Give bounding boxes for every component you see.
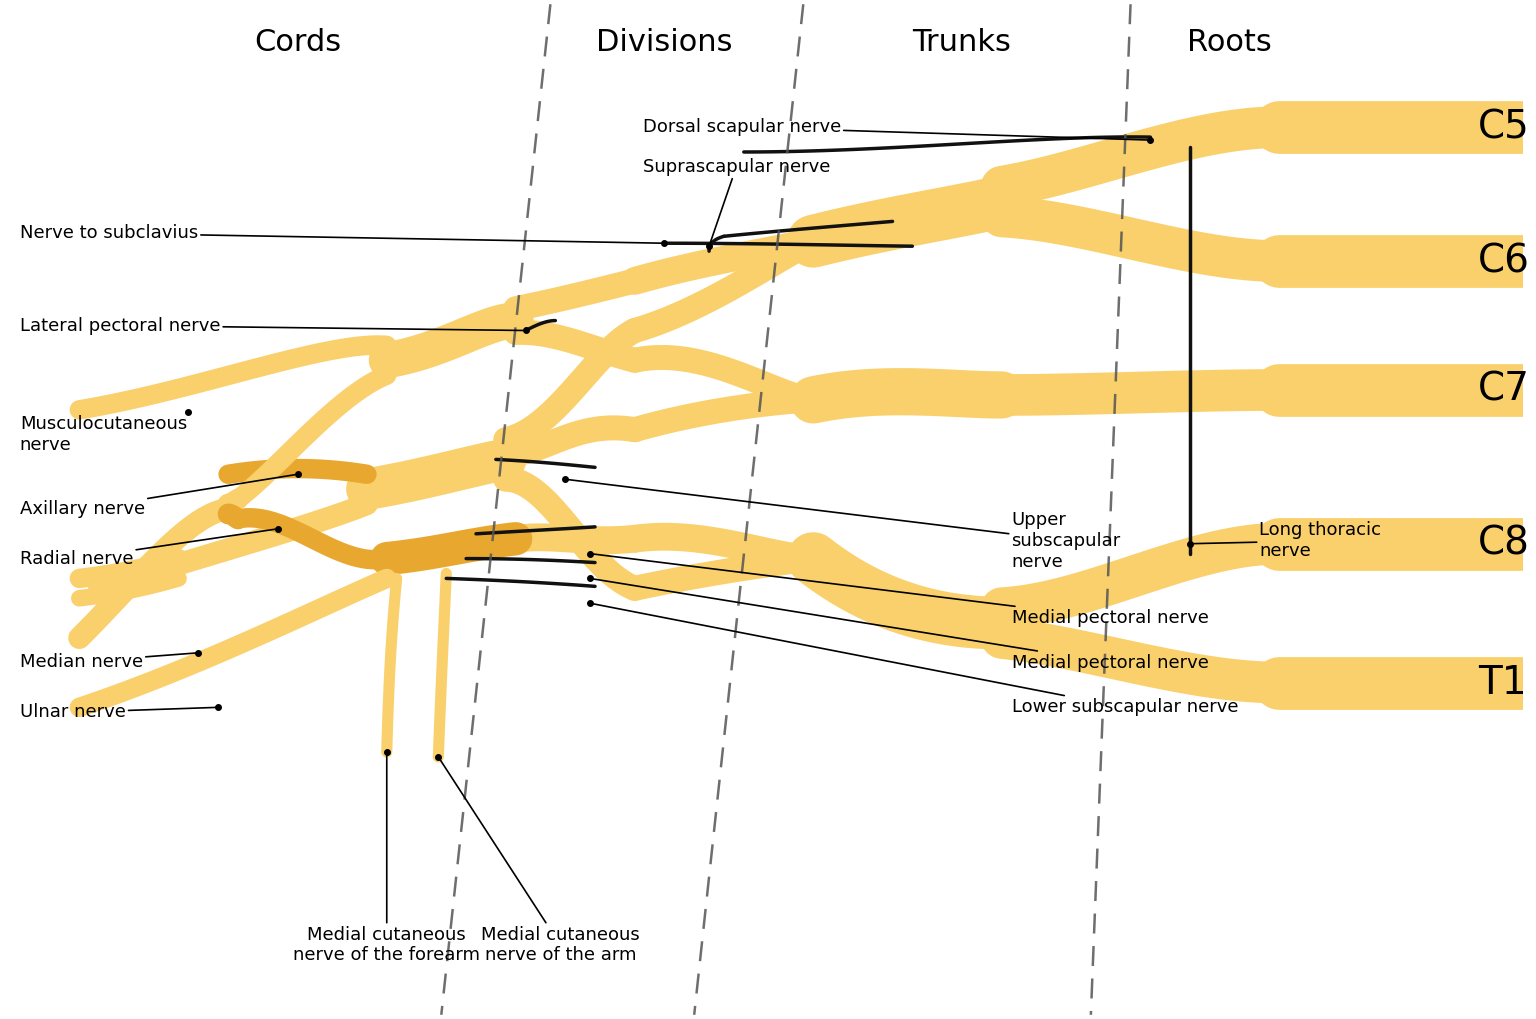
Text: Medial pectoral nerve: Medial pectoral nerve	[593, 554, 1209, 627]
Text: Cords: Cords	[253, 29, 341, 57]
Text: C8: C8	[1478, 525, 1530, 562]
Text: C6: C6	[1478, 243, 1530, 280]
Text: Medial cutaneous
nerve of the forearm: Medial cutaneous nerve of the forearm	[293, 755, 481, 964]
Text: T1: T1	[1478, 663, 1527, 701]
Text: Lateral pectoral nerve: Lateral pectoral nerve	[20, 317, 522, 334]
Text: Medial cutaneous
nerve of the arm: Medial cutaneous nerve of the arm	[439, 759, 639, 964]
Text: Suprascapular nerve: Suprascapular nerve	[642, 158, 829, 244]
Text: Dorsal scapular nerve: Dorsal scapular nerve	[642, 118, 1147, 140]
Text: Musculocutaneous
nerve: Musculocutaneous nerve	[20, 412, 189, 454]
Text: Median nerve: Median nerve	[20, 653, 195, 671]
Text: Upper
subscapular
nerve: Upper subscapular nerve	[568, 480, 1121, 571]
Text: Medial pectoral nerve: Medial pectoral nerve	[593, 579, 1209, 672]
Text: Nerve to subclavius: Nerve to subclavius	[20, 224, 662, 244]
Text: Trunks: Trunks	[912, 29, 1011, 57]
Text: Long thoracic
nerve: Long thoracic nerve	[1193, 522, 1381, 560]
Text: Lower subscapular nerve: Lower subscapular nerve	[593, 603, 1238, 716]
Text: Radial nerve: Radial nerve	[20, 529, 275, 568]
Text: Axillary nerve: Axillary nerve	[20, 475, 295, 518]
Text: Divisions: Divisions	[596, 29, 733, 57]
Text: Ulnar nerve: Ulnar nerve	[20, 703, 215, 721]
Text: C7: C7	[1478, 371, 1530, 409]
Text: Roots: Roots	[1187, 29, 1272, 57]
Text: C5: C5	[1478, 108, 1530, 146]
